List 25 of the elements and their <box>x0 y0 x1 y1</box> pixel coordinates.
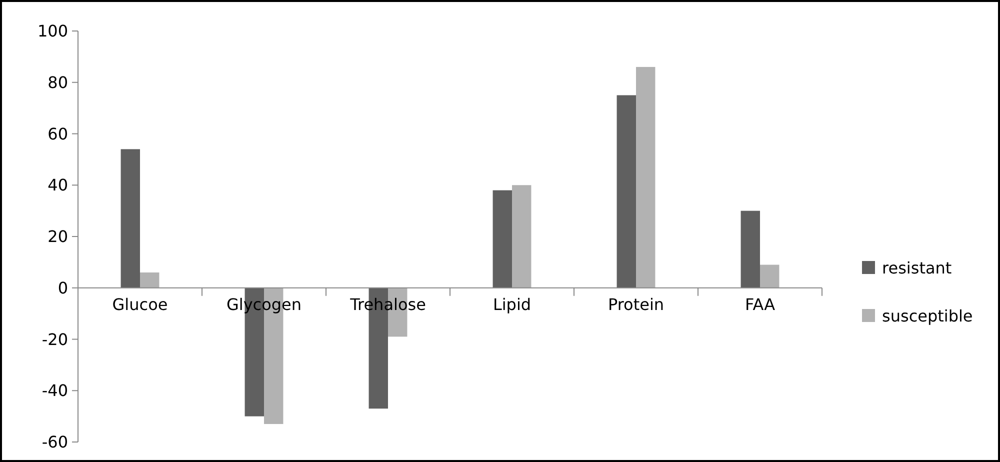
legend-label: susceptible <box>882 306 973 326</box>
bar <box>120 149 140 288</box>
y-tick-label: 100 <box>37 22 68 41</box>
y-tick-label: -60 <box>42 432 68 452</box>
y-tick-label: 40 <box>48 176 68 195</box>
x-tick-label: FAA <box>744 294 776 314</box>
bar <box>636 66 656 288</box>
x-tick-label: Trehalose <box>349 294 426 314</box>
x-tick-label: Glucoe <box>112 294 168 314</box>
bar <box>512 185 532 288</box>
y-tick-label: -40 <box>42 381 68 400</box>
bar <box>492 190 512 288</box>
y-tick-label: 60 <box>48 124 68 144</box>
legend-label: resistant <box>882 258 952 278</box>
bar <box>740 210 760 288</box>
y-tick-label: 80 <box>48 72 68 92</box>
bar <box>760 264 780 288</box>
bar <box>140 272 160 288</box>
x-tick-label: Lipid <box>492 294 532 314</box>
x-tick-label: Glycogen <box>226 294 302 314</box>
y-tick-label: -20 <box>42 330 68 349</box>
bar <box>616 95 636 288</box>
x-tick-label: Protein <box>608 294 664 314</box>
y-tick-label: 20 <box>48 227 68 246</box>
y-tick-label: 0 <box>58 278 68 298</box>
